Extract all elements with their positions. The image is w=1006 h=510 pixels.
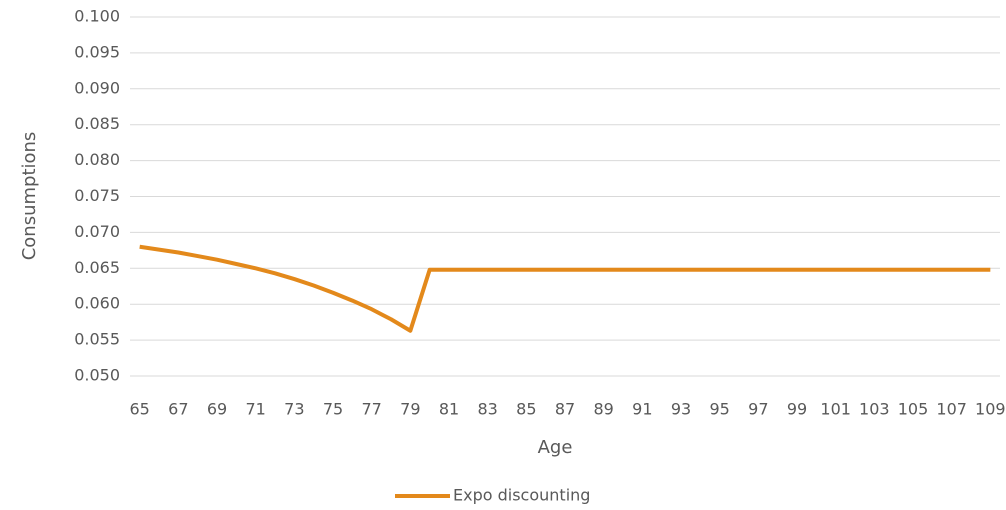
x-tick-label: 71	[245, 400, 265, 419]
x-axis-label: Age	[538, 437, 573, 458]
y-axis-label: Consumptions	[19, 132, 40, 261]
y-tick-label: 0.080	[74, 150, 120, 169]
x-tick-label: 107	[936, 400, 967, 419]
x-tick-label: 99	[787, 400, 807, 419]
x-tick-label: 85	[516, 400, 536, 419]
x-tick-label: 109	[975, 400, 1006, 419]
y-tick-label: 0.050	[74, 366, 120, 385]
x-tick-label: 75	[323, 400, 343, 419]
series-line	[139, 244, 991, 333]
y-tick-label: 0.055	[74, 330, 120, 349]
x-tick-label: 89	[593, 400, 613, 419]
y-tick-label: 0.060	[74, 294, 120, 313]
x-tick-label: 95	[709, 400, 729, 419]
y-tick-label: 0.085	[74, 114, 120, 133]
x-tick-label: 93	[671, 400, 691, 419]
x-tick-label: 65	[129, 400, 149, 419]
y-tick-label: 0.075	[74, 186, 120, 205]
x-tick-label: 69	[207, 400, 227, 419]
x-tick-label: 73	[284, 400, 304, 419]
x-tick-label: 79	[400, 400, 420, 419]
x-tick-label: 87	[555, 400, 575, 419]
x-tick-label: 83	[477, 400, 497, 419]
y-tick-label: 0.095	[74, 42, 120, 61]
y-tick-label: 0.090	[74, 78, 120, 97]
y-tick-label: 0.065	[74, 258, 120, 277]
y-tick-label: 0.100	[74, 7, 120, 26]
x-tick-label: 67	[168, 400, 188, 419]
legend-label: Expo discounting	[453, 486, 590, 505]
x-tick-label: 103	[859, 400, 890, 419]
x-tick-label: 81	[439, 400, 459, 419]
x-tick-label: 77	[361, 400, 381, 419]
x-tick-label: 91	[632, 400, 652, 419]
y-tick-label: 0.070	[74, 222, 120, 241]
x-tick-label: 105	[898, 400, 929, 419]
x-tick-label: 97	[748, 400, 768, 419]
x-tick-label: 101	[820, 400, 851, 419]
